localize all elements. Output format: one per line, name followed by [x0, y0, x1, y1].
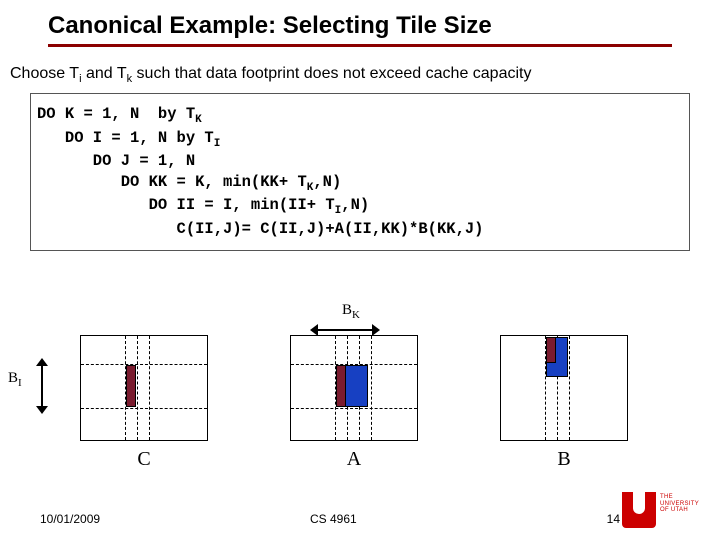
matrix-c: C — [80, 335, 208, 441]
st-pre: Choose T — [10, 65, 79, 82]
c5b: ,N) — [341, 196, 369, 214]
dash-v — [137, 336, 138, 440]
c4b: ,N) — [313, 173, 341, 191]
c2a: DO I = 1, N by T — [37, 129, 214, 147]
c1s: K — [195, 114, 202, 126]
label-c: C — [81, 448, 207, 471]
st-mid: and T — [82, 65, 127, 82]
c1a: DO K = 1, N by T — [37, 105, 195, 123]
dash-v — [149, 336, 150, 440]
c4a: DO KK = K, min(KK+ T — [37, 173, 307, 191]
bk-sub: K — [352, 309, 360, 321]
c5a: DO II = I, min(II+ T — [37, 196, 335, 214]
tile-rect — [546, 337, 556, 363]
tile-rect — [126, 365, 136, 407]
code-block: DO K = 1, N by TK DO I = 1, N by TI DO J… — [30, 93, 690, 250]
matrix-b: B — [500, 335, 628, 441]
st-post: such that data footprint does not exceed… — [132, 65, 531, 82]
dash-h — [81, 364, 207, 365]
footer-course: CS 4961 — [310, 512, 357, 526]
c2s: I — [214, 138, 221, 150]
matrix-a: A — [290, 335, 418, 441]
slide-title: Canonical Example: Selecting Tile Size — [48, 12, 720, 40]
c3: DO J = 1, N — [37, 152, 195, 170]
bk-label: BK — [342, 302, 360, 321]
label-b: B — [501, 448, 627, 471]
footer-page: 14 — [607, 512, 620, 526]
dash-v — [569, 336, 570, 440]
logo-u-icon — [622, 492, 656, 528]
subtitle: Choose Ti and Tk such that data footprin… — [0, 47, 720, 85]
c6: C(II,J)= C(II,J)+A(II,KK)*B(KK,J) — [37, 220, 483, 238]
dash-h — [81, 408, 207, 409]
footer: 10/01/2009 CS 4961 14 THEUNIVERSITYOF UT… — [0, 492, 720, 532]
bk-pre: B — [342, 302, 352, 318]
bi-arrow — [36, 358, 48, 414]
footer-date: 10/01/2009 — [40, 512, 100, 526]
logo-text: THEUNIVERSITYOF UTAH — [660, 494, 699, 514]
bi-sub: I — [18, 377, 22, 389]
dash-v — [371, 336, 372, 440]
dash-h — [291, 408, 417, 409]
title-wrap: Canonical Example: Selecting Tile Size — [0, 0, 720, 40]
bi-label: BI — [8, 370, 22, 389]
tile-rect — [336, 365, 346, 407]
label-a: A — [291, 448, 417, 471]
bi-pre: B — [8, 370, 18, 386]
utah-logo: THEUNIVERSITYOF UTAH — [622, 490, 712, 530]
